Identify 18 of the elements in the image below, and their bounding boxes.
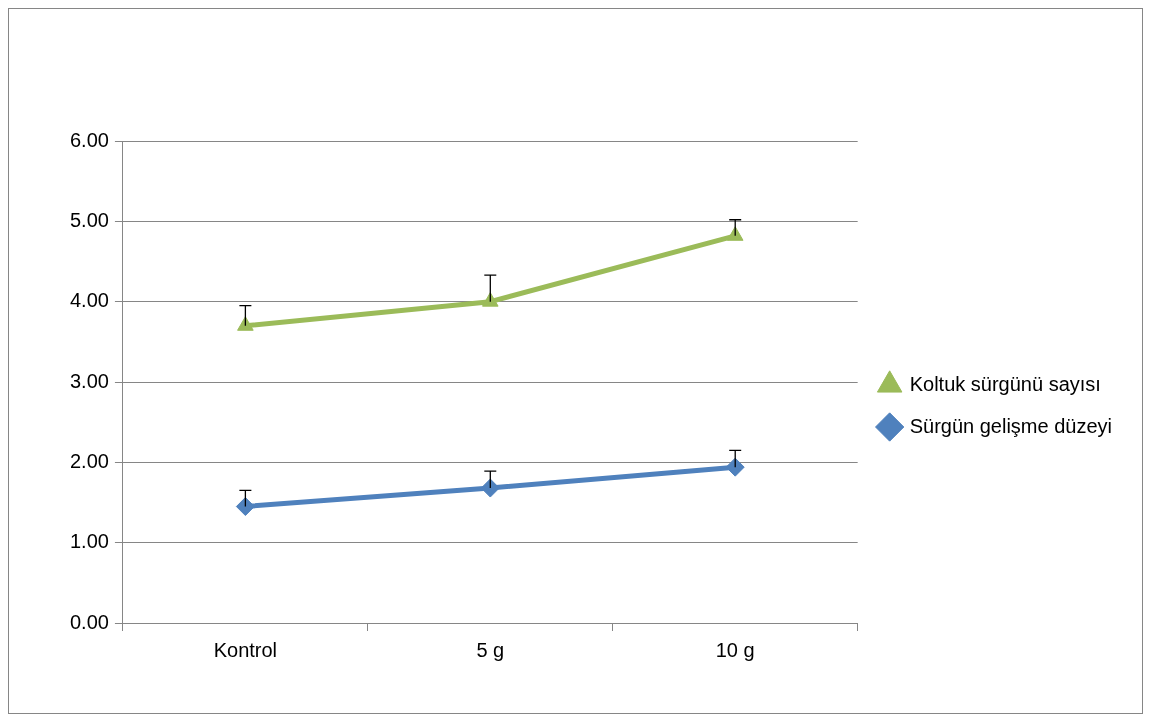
y-tick-label: 4.00 bbox=[69, 289, 109, 312]
y-tick-label: 5.00 bbox=[69, 208, 109, 231]
y-tick-label: 1.00 bbox=[69, 530, 109, 553]
point bbox=[235, 497, 255, 517]
y-tick-label: 6.00 bbox=[69, 128, 109, 151]
y-tick-label: 0.00 bbox=[69, 610, 109, 633]
legend-label: Sürgün gelişme düzeyi bbox=[909, 414, 1113, 437]
x-tick-label: 5 g bbox=[476, 638, 505, 661]
y-tick-label: 2.00 bbox=[69, 449, 109, 472]
x-tick-label: 10 g bbox=[715, 638, 755, 661]
point bbox=[237, 316, 254, 331]
point bbox=[725, 457, 745, 477]
point bbox=[482, 292, 499, 307]
point bbox=[726, 226, 744, 241]
x-tick-label: Kontrol bbox=[213, 638, 278, 661]
legend-label: Koltuk sürgünü sayısı bbox=[909, 372, 1101, 395]
y-tick-label: 3.00 bbox=[69, 369, 109, 392]
point bbox=[480, 478, 500, 498]
